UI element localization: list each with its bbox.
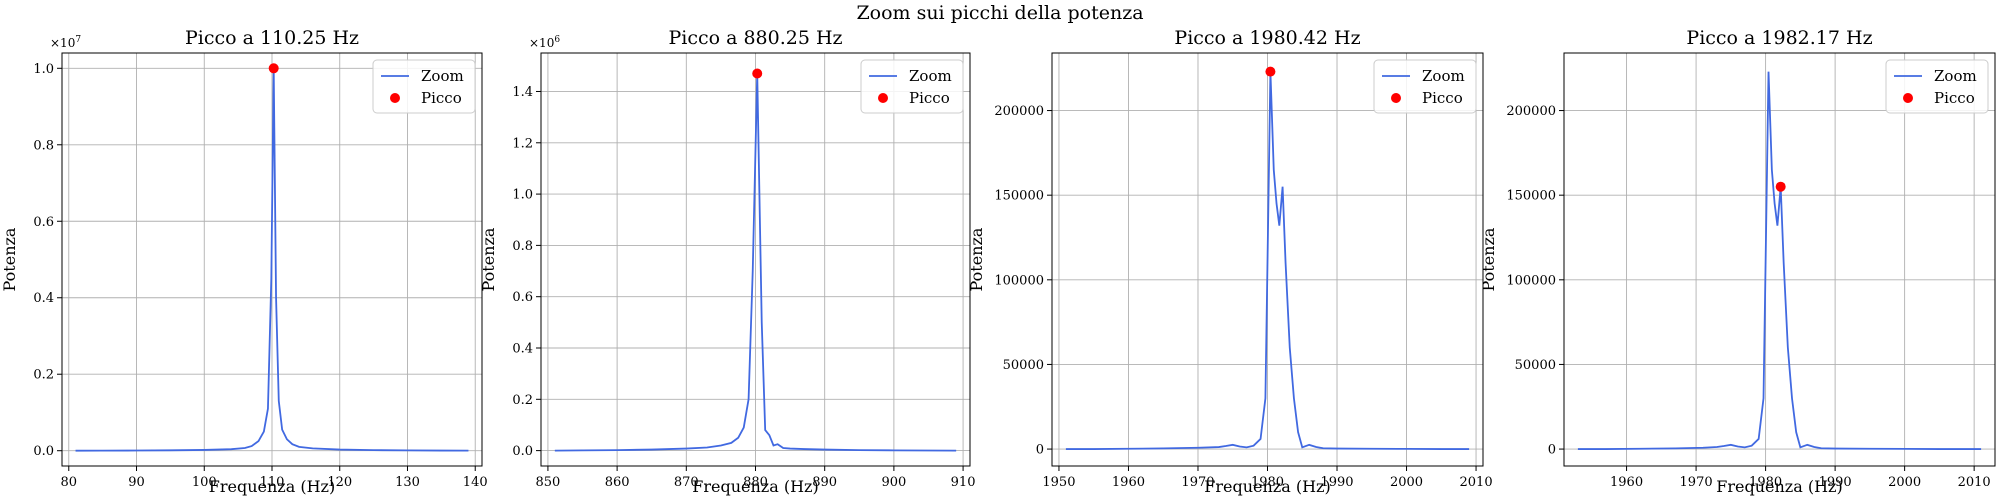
legend-marker-swatch [1903, 93, 1913, 103]
legend-entry-picco: Picco [1934, 89, 1975, 107]
x-tick-label: 140 [463, 475, 488, 490]
x-tick-label: 870 [674, 475, 699, 490]
series-line-zoom [1065, 71, 1470, 450]
x-tick-label: 890 [812, 475, 837, 490]
y-tick-label: 0.8 [33, 138, 54, 153]
y-tick-label: 1.0 [512, 188, 533, 203]
x-tick-label: 100 [192, 475, 217, 490]
y-tick-label: 100000 [994, 273, 1044, 288]
legend-entry-zoom: Zoom [421, 67, 464, 85]
x-tick-label: 1980 [1251, 475, 1284, 490]
y-tick-label: 1.4 [512, 85, 533, 100]
x-axis-label: Frequenza (Hz) [209, 477, 335, 496]
x-tick-label: 1970 [1680, 475, 1713, 490]
x-tick-label: 1960 [1610, 475, 1643, 490]
legend-marker-swatch [1391, 93, 1401, 103]
x-tick-label: 2000 [1888, 475, 1921, 490]
legend-entry-picco: Picco [421, 89, 462, 107]
subplot-title: Picco a 880.25 Hz [668, 27, 842, 49]
x-tick-label: 860 [605, 475, 630, 490]
y-tick-label: 0 [1036, 443, 1044, 458]
x-axis-label: Frequenza (Hz) [1204, 477, 1330, 496]
x-tick-label: 110 [260, 475, 285, 490]
x-tick-label: 2000 [1390, 475, 1423, 490]
y-offset-label: ×107 [50, 35, 81, 50]
x-tick-label: 900 [881, 475, 906, 490]
y-tick-label: 0 [1548, 443, 1556, 458]
x-tick-label: 910 [951, 475, 976, 490]
legend: Zoom Picco [372, 59, 476, 114]
peak-marker [1265, 66, 1276, 77]
figure-suptitle: Zoom sui picchi della potenza [856, 2, 1143, 24]
y-axis-label: Potenza [1479, 227, 1498, 291]
y-tick-label: 0.4 [33, 291, 54, 306]
y-tick-label: 0.4 [512, 342, 533, 357]
legend: Zoom Picco [860, 59, 964, 114]
y-tick-label: 0.8 [512, 239, 533, 254]
x-tick-label: 850 [536, 475, 561, 490]
subplot-4: 1960 1970 1980 1990 2000 2010 0 50000 100000 1500… [1479, 27, 1996, 496]
y-tick-label: 0.2 [512, 393, 533, 408]
y-tick-label: 100000 [1506, 273, 1556, 288]
y-tick-label: 50000 [1003, 358, 1044, 373]
x-tick-label: 90 [128, 475, 145, 490]
x-tick-label: 1960 [1112, 475, 1145, 490]
legend-entry-zoom: Zoom [1422, 67, 1465, 85]
y-axis-label: Potenza [967, 227, 986, 291]
peak-marker [1775, 181, 1786, 192]
subplot-title: Picco a 1982.17 Hz [1686, 27, 1872, 49]
x-tick-label: 2010 [1460, 475, 1493, 490]
y-offset-label: ×106 [529, 35, 560, 50]
y-axis-label: Potenza [0, 227, 19, 291]
x-tick-label: 120 [327, 475, 352, 490]
y-tick-label: 200000 [994, 104, 1044, 119]
x-axis-label: Frequenza (Hz) [1716, 477, 1842, 496]
legend: Zoom Picco [1373, 59, 1477, 114]
y-tick-label: 0.0 [512, 444, 533, 459]
y-tick-label: 200000 [1506, 104, 1556, 119]
subplot-1: 80 90 100 110 120 130 140 0.0 0.2 0.4 0.6 0.8 1.0 ×10… [0, 27, 488, 496]
series-line-zoom [1577, 71, 1982, 450]
y-tick-label: 150000 [994, 189, 1044, 204]
x-tick-label: 1980 [1749, 475, 1782, 490]
subplot-title: Picco a 110.25 Hz [185, 27, 359, 49]
x-tick-label: 130 [395, 475, 420, 490]
legend-entry-picco: Picco [1422, 89, 1463, 107]
y-tick-label: 0.6 [33, 215, 54, 230]
subplots: 80 90 100 110 120 130 140 0.0 0.2 0.4 0.6 0.8 1.0 ×10… [0, 27, 1996, 496]
legend-marker-swatch [878, 93, 888, 103]
x-tick-label: 80 [61, 475, 78, 490]
x-tick-label: 1970 [1181, 475, 1214, 490]
peak-marker [268, 63, 279, 74]
y-axis-label: Potenza [479, 227, 498, 291]
legend-marker-swatch [390, 93, 400, 103]
x-tick-label: 1990 [1320, 475, 1353, 490]
legend-entry-picco: Picco [909, 89, 950, 107]
legend-entry-zoom: Zoom [909, 67, 952, 85]
y-tick-label: 150000 [1506, 189, 1556, 204]
subplot-3: 1950 1960 1970 1980 1990 2000 2010 0 50000 100000… [967, 27, 1493, 496]
legend-entry-zoom: Zoom [1934, 67, 1977, 85]
y-tick-label: 1.0 [33, 62, 54, 77]
x-tick-label: 2010 [1958, 475, 1991, 490]
y-tick-label: 0.6 [512, 290, 533, 305]
axes-frame [1563, 52, 1996, 467]
subplot-2: 850 860 870 880 890 900 910 0.0 0.2 0.4 0.6 0.8 1.0 1… [479, 27, 975, 496]
x-tick-label: 1950 [1042, 475, 1075, 490]
subplot-title: Picco a 1980.42 Hz [1174, 27, 1360, 49]
x-tick-label: 880 [743, 475, 768, 490]
x-axis-label: Frequenza (Hz) [692, 477, 818, 496]
y-tick-label: 50000 [1515, 358, 1556, 373]
x-tick-label: 1990 [1819, 475, 1852, 490]
peak-marker [752, 68, 763, 79]
legend: Zoom Picco [1885, 59, 1989, 114]
y-tick-label: 0.2 [33, 368, 54, 383]
y-tick-label: 0.0 [33, 444, 54, 459]
y-tick-label: 1.2 [512, 136, 533, 151]
